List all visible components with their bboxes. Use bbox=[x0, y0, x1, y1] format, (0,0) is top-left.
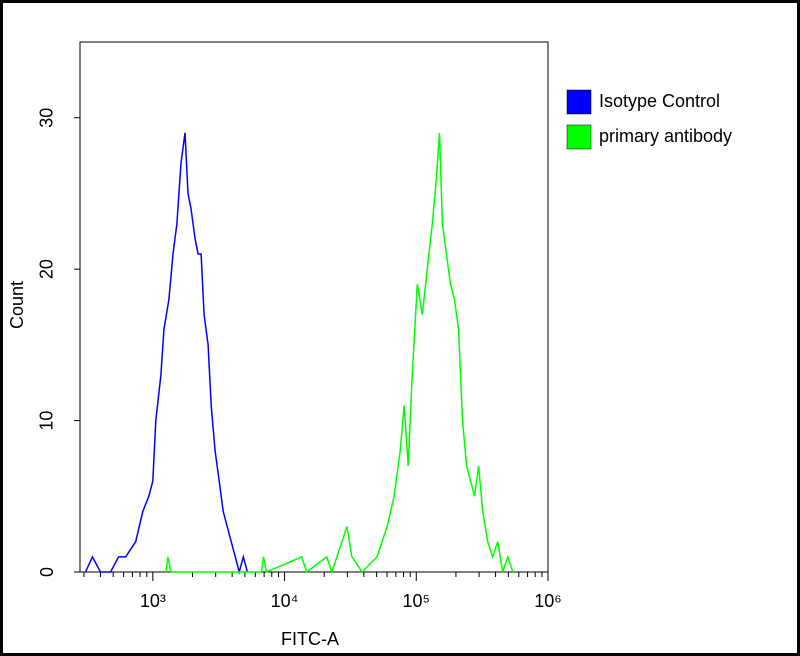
series-line bbox=[165, 132, 514, 575]
x-axis-label: FITC-A bbox=[281, 629, 339, 649]
y-tick-label: 30 bbox=[37, 108, 57, 128]
y-tick-label: 20 bbox=[37, 259, 57, 279]
legend-swatch bbox=[566, 89, 592, 115]
y-tick-label: 0 bbox=[37, 567, 57, 577]
plot-area bbox=[79, 41, 549, 573]
legend-label: Isotype Control bbox=[599, 91, 720, 111]
legend-label: primary antibody bbox=[599, 126, 732, 146]
y-tick-label: 10 bbox=[37, 411, 57, 431]
y-axis-label: Count bbox=[7, 281, 27, 329]
x-tick-label: 10⁵ bbox=[403, 591, 430, 611]
x-tick-label: 10³ bbox=[140, 591, 166, 611]
series-line bbox=[84, 132, 249, 575]
legend-swatch bbox=[566, 124, 592, 150]
x-tick-label: 10⁴ bbox=[271, 591, 299, 611]
x-tick-label: 10⁶ bbox=[534, 591, 561, 611]
